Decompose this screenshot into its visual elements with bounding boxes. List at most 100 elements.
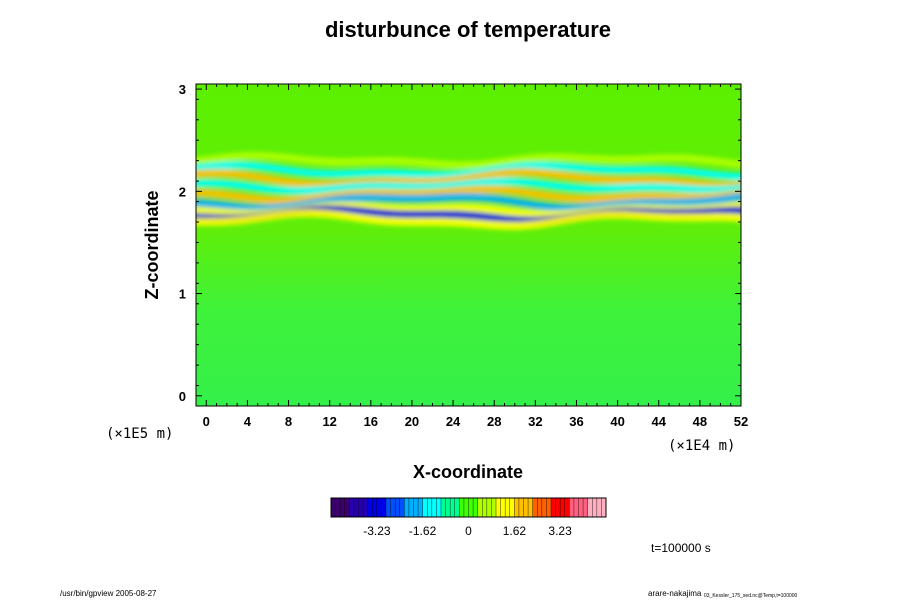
x-tick-label: 48 [693,414,707,429]
colorbar-cell [363,498,368,517]
plot-frame [195,83,742,407]
colorbar-cell [496,498,501,517]
heatmap-band [196,161,741,181]
colorbar-cell [596,498,602,517]
colorbar [330,498,607,517]
x-tick-label: 20 [405,414,419,429]
x-tick-label: 0 [203,414,210,429]
colorbar-cell [532,498,538,517]
colorbar-cell [395,498,401,517]
y-tick-label: 3 [179,82,186,97]
colorbar-ticks: -3.23 -1.62 0 1.62 3.23 [363,524,572,538]
x-tick-label: 52 [734,414,748,429]
heatmap-band [196,205,741,225]
x-tick-label: 16 [364,414,378,429]
footer-left: /usr/bin/gpview 2005-08-27 [60,589,157,598]
colorbar-cell [418,498,423,517]
colorbar-cell [381,498,387,517]
time-annotation: t=100000 s [651,541,711,555]
colorbar-cell [436,498,442,517]
chart-title: disturbunce of temperature [325,17,611,42]
x-tick-label: 28 [487,414,501,429]
x-tick-label: 24 [446,414,461,429]
colorbar-cell [376,498,382,517]
colorbar-cell [344,498,350,517]
colorbar-cell [445,498,451,517]
colorbar-cell [601,498,607,517]
colorbar-cell [331,498,336,517]
colorbar-cell [551,498,556,517]
colorbar-cell [500,498,506,517]
colorbar-cell [555,498,561,517]
x-tick-label: 32 [528,414,542,429]
colorbar-cell [404,498,410,517]
colorbar-cell [367,498,373,517]
x-unit-label: (×1E4 m) [668,438,735,454]
colorbar-cell [340,498,346,517]
colorbar-tick-label: -1.62 [409,524,437,538]
colorbar-tick-label: 3.23 [548,524,572,538]
colorbar-cell [349,498,355,517]
heatmap-bands [196,151,741,230]
colorbar-cell [450,498,456,517]
colorbar-cell [592,498,598,517]
colorbar-cell [560,498,566,517]
colorbar-frame [330,497,607,518]
x-tick-label: 36 [569,414,583,429]
colorbar-tick-label: 0 [465,524,472,538]
colorbar-cell [441,498,446,517]
colorbar-cell [399,498,405,517]
colorbar-cell [528,498,533,517]
colorbar-tick-label: 1.62 [503,524,527,538]
colorbar-cell [583,498,588,517]
y-tick-label: 1 [179,287,186,302]
colorbar-cell [541,498,547,517]
colorbar-cell [514,498,520,517]
y-tick-label: 2 [179,184,186,199]
heatmap-band [196,151,741,170]
colorbar-cell [546,498,552,517]
colorbar-cell [578,498,584,517]
colorbar-cell [454,498,460,517]
colorbar-cell [413,498,419,517]
x-tick-label: 8 [285,414,292,429]
colorbar-cell [505,498,511,517]
colorbar-cell [408,498,414,517]
colorbar-cell [486,498,492,517]
colorbar-cell [587,498,593,517]
footer-right-main: arare-nakajima [648,589,702,598]
x-axis-label: X-coordinate [413,462,523,482]
colorbar-cell [372,498,378,517]
colorbar-cell [473,498,478,517]
colorbar-cell [335,498,341,517]
colorbar-cell [459,498,465,517]
colorbar-cell [482,498,488,517]
colorbar-cell [468,498,474,517]
footer-right-sub: 03_Kessler_175_sed.nc@Temp,t=100000 [704,593,798,599]
colorbar-cell [518,498,524,517]
colorbar-cell [358,498,364,517]
colorbar-cell [427,498,433,517]
colorbar-cell [509,498,515,517]
y-tick-label: 0 [179,389,186,404]
y-unit-label: (×1E5 m) [106,426,173,442]
colorbar-cell [390,498,396,517]
colorbar-cell [573,498,579,517]
heatmap-background [196,84,741,406]
heatmap-band [196,168,741,190]
colorbar-cell [386,498,391,517]
colorbar-cell [422,498,428,517]
colorbar-cell [537,498,543,517]
y-axis-label: Z-coordinate [142,190,162,299]
colorbar-cell [463,498,469,517]
colorbar-cell [491,498,497,517]
colorbar-cell [569,498,575,517]
colorbar-cell [477,498,483,517]
x-tick-label: 12 [322,414,336,429]
heatmap-band [196,209,741,230]
colorbar-tick-label: -3.23 [363,524,391,538]
x-tick-label: 44 [652,414,667,429]
colorbar-cell [353,498,359,517]
